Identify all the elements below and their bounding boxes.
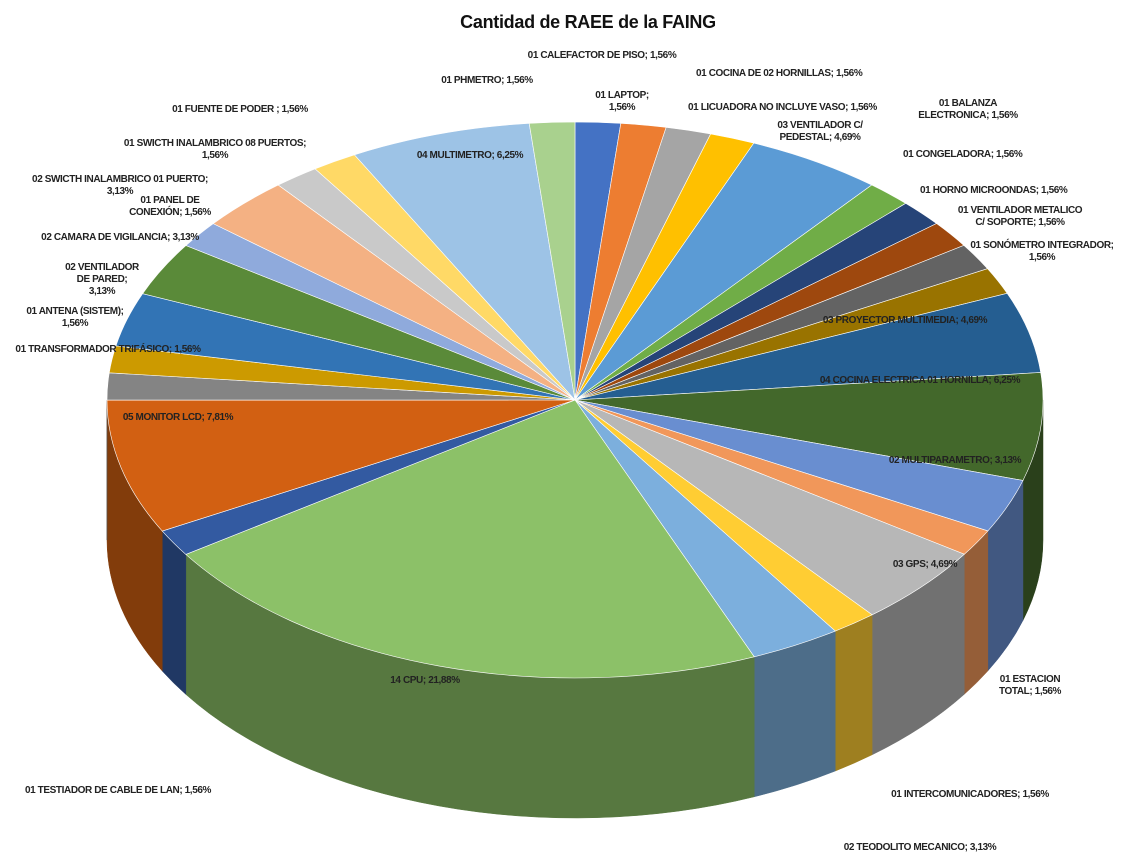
label-line: 02 CAMARA DE VIGILANCIA; 3,13%: [41, 232, 199, 243]
label-line: TOTAL; 1,56%: [999, 686, 1062, 697]
pie-sides: [106, 399, 1044, 819]
data-label: 01 HORNO MICROONDAS; 1,56%: [920, 185, 1068, 196]
label-line: ELECTRONICA; 1,56%: [918, 110, 1018, 121]
label-line: 1,56%: [62, 318, 89, 329]
label-line: 01 INTERCOMUNICADORES; 1,56%: [891, 789, 1049, 800]
data-label: 02 SWICTH INALAMBRICO 01 PUERTO; 3,13%: [32, 174, 208, 197]
data-label: 01 TRANSFORMADOR TRIFÁSICO; 1,56%: [15, 342, 201, 355]
label-line: 01 PHMETRO; 1,56%: [441, 75, 533, 86]
pie-slice: [185, 399, 755, 679]
data-label: 02 VENTILADOR DE PARED; 3,13%: [65, 262, 140, 297]
label-line: 02 SWICTH INALAMBRICO 01 PUERTO;: [32, 174, 208, 185]
label-line: PEDESTAL; 4,69%: [779, 132, 861, 143]
label-line: 01 TRANSFORMADOR TRIFÁSICO; 1,56%: [15, 342, 201, 355]
data-label: 01 LICUADORA NO INCLUYE VASO; 1,56%: [688, 102, 877, 113]
label-line: 01 LICUADORA NO INCLUYE VASO; 1,56%: [688, 102, 877, 113]
label-line: 01 FUENTE DE PODER ; 1,56%: [172, 104, 308, 115]
data-label: 02 TEODOLITO MECANICO; 3,13%: [844, 842, 997, 853]
data-label: 02 MULTIPARAMETRO; 3,13%: [889, 455, 1022, 466]
label-line: 1,56%: [1029, 252, 1056, 263]
data-label: 03 PROYECTOR MULTIMEDIA; 4,69%: [823, 315, 988, 326]
label-line: 01 COCINA DE 02 HORNILLAS; 1,56%: [696, 68, 863, 79]
data-label: 01 CONGELADORA; 1,56%: [903, 149, 1023, 160]
data-label: 01 COCINA DE 02 HORNILLAS; 1,56%: [696, 68, 863, 79]
label-line: DE PARED;: [77, 274, 128, 285]
pie-slice: [106, 399, 576, 532]
data-label: 01 BALANZA ELECTRONICA; 1,56%: [918, 98, 1018, 121]
data-label: 01 PANEL DE CONEXIÓN; 1,56%: [129, 195, 211, 218]
label-line: 01 SWICTH INALAMBRICO 08 PUERTOS;: [124, 138, 306, 149]
label-line: 03 PROYECTOR MULTIMEDIA; 4,69%: [823, 315, 988, 326]
data-label: 01 SONÓMETRO INTEGRADOR; 1,56%: [970, 238, 1113, 263]
label-line: 01 PANEL DE: [140, 195, 200, 206]
pie-slice: [528, 121, 576, 401]
label-line: 1,56%: [202, 150, 229, 161]
label-line: 01 CALEFACTOR DE PISO; 1,56%: [528, 50, 677, 61]
label-line: 01 HORNO MICROONDAS; 1,56%: [920, 185, 1068, 196]
label-line: CONEXIÓN; 1,56%: [129, 205, 211, 218]
data-label: 01 VENTILADOR METALICO C/ SOPORTE; 1,56%: [958, 205, 1083, 228]
data-label: 01 CALEFACTOR DE PISO; 1,56%: [528, 50, 677, 61]
label-line: 01 LAPTOP;: [595, 90, 649, 101]
label-line: 1,56%: [609, 102, 636, 113]
label-line: 03 VENTILADOR C/: [777, 120, 863, 131]
label-line: 02 MULTIPARAMETRO; 3,13%: [889, 455, 1022, 466]
label-line: 3,13%: [107, 186, 134, 197]
data-label: 01 ANTENA (SISTEM); 1,56%: [26, 306, 123, 329]
pie-side: [753, 630, 836, 798]
data-label: 01 TESTIADOR DE CABLE DE LAN; 1,56%: [25, 785, 212, 796]
pie-slice: [574, 372, 1044, 481]
label-line: 01 BALANZA: [939, 98, 997, 109]
label-line: 03 GPS; 4,69%: [893, 559, 958, 570]
data-label: 14 CPU; 21,88%: [390, 675, 460, 686]
label-line: C/ SOPORTE; 1,56%: [975, 217, 1065, 228]
data-label: 01 INTERCOMUNICADORES; 1,56%: [891, 789, 1049, 800]
data-label: 05 MONITOR LCD; 7,81%: [123, 412, 234, 423]
label-line: 01 SONÓMETRO INTEGRADOR;: [970, 238, 1113, 251]
data-label: 01 LAPTOP; 1,56%: [595, 90, 649, 113]
pie-side: [835, 614, 873, 772]
chart-title: Cantidad de RAEE de la FAING: [460, 12, 716, 32]
label-line: 01 ESTACION: [1000, 674, 1061, 685]
pie-side: [162, 530, 187, 695]
label-line: 3,13%: [89, 286, 116, 297]
label-line: 01 TESTIADOR DE CABLE DE LAN; 1,56%: [25, 785, 212, 796]
data-label: 04 COCINA ELECTRICA 01 HORNILLA; 6,25%: [820, 375, 1021, 386]
data-label: 01 SWICTH INALAMBRICO 08 PUERTOS; 1,56%: [124, 138, 306, 161]
label-line: 04 COCINA ELECTRICA 01 HORNILLA; 6,25%: [820, 375, 1021, 386]
pie-side: [964, 530, 989, 695]
label-line: 04 MULTIMETRO; 6,25%: [417, 150, 524, 161]
data-label: 04 MULTIMETRO; 6,25%: [417, 150, 524, 161]
label-line: 01 VENTILADOR METALICO: [958, 205, 1083, 216]
data-label: 02 CAMARA DE VIGILANCIA; 3,13%: [41, 232, 199, 243]
data-labels: 01 CALEFACTOR DE PISO; 1,56%01 LAPTOP; 1,…: [15, 50, 1114, 853]
label-line: 01 ANTENA (SISTEM);: [26, 306, 123, 317]
pie-tops: [106, 121, 1044, 679]
label-line: 14 CPU; 21,88%: [390, 675, 460, 686]
data-label: 01 ESTACION TOTAL; 1,56%: [999, 674, 1062, 697]
label-line: 05 MONITOR LCD; 7,81%: [123, 412, 234, 423]
data-label: 03 VENTILADOR C/PEDESTAL; 4,69%: [777, 120, 863, 143]
label-line: 01 CONGELADORA; 1,56%: [903, 149, 1023, 160]
data-label: 03 GPS; 4,69%: [893, 559, 958, 570]
data-label: 01 FUENTE DE PODER ; 1,56%: [172, 104, 308, 115]
label-line: 02 VENTILADOR: [65, 262, 140, 273]
data-label: 01 PHMETRO; 1,56%: [441, 75, 533, 86]
label-line: 02 TEODOLITO MECANICO; 3,13%: [844, 842, 997, 853]
pie-slice: [353, 123, 576, 401]
